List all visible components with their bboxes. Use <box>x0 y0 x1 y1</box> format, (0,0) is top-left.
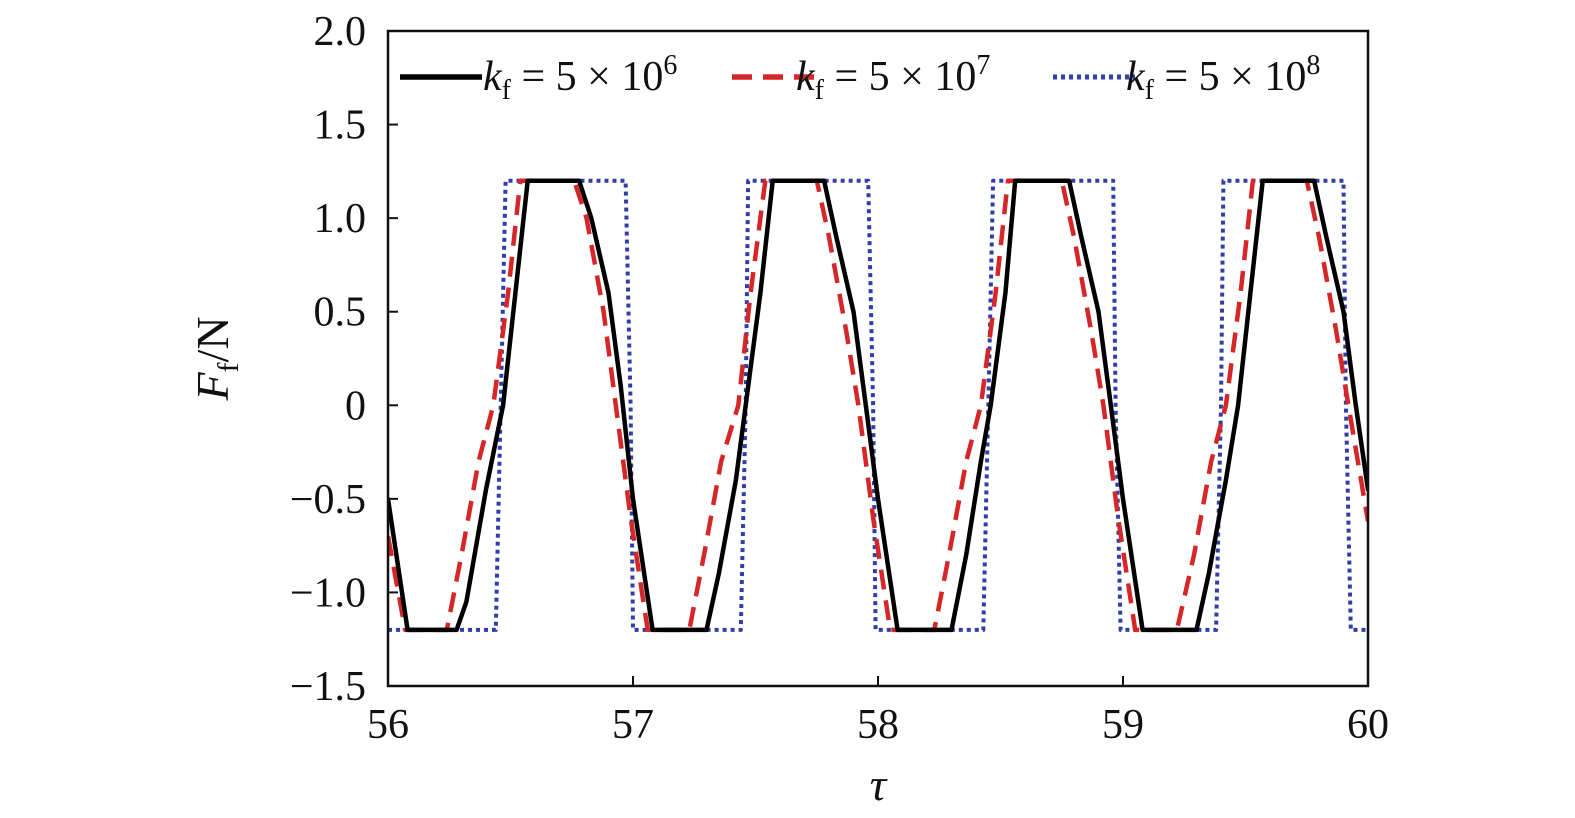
legend-label: kf = 5 × 107 <box>796 50 990 106</box>
series-line-dotted <box>388 178 1368 632</box>
y-tick-label: 0.5 <box>314 290 367 336</box>
series-line-dashed <box>388 178 1368 633</box>
legend-entry-dashed: kf = 5 × 107 <box>732 50 990 106</box>
y-axis-title: Ff/N <box>187 316 245 401</box>
ticks-layer: 56 57 58 59 60 −1.5 −1.0 −0.5 0 0.5 1.0 1.5 2.0 <box>290 9 1389 748</box>
x-tick-label: 57 <box>612 702 654 748</box>
legend-label: kf = 5 × 108 <box>1126 50 1320 106</box>
legend-label: kf = 5 × 106 <box>483 50 677 106</box>
legend-entry-solid: kf = 5 × 106 <box>400 50 677 106</box>
y-axis-title-suffix: /N <box>187 316 238 362</box>
y-tick-label: −1.0 <box>290 570 366 616</box>
x-tick-label: 56 <box>367 702 409 748</box>
y-tick-label: 2.0 <box>314 9 367 55</box>
legend-entry-dotted: kf = 5 × 108 <box>1053 50 1320 106</box>
y-tick-label: −0.5 <box>290 477 366 523</box>
y-axis-title-sub: f <box>212 362 245 372</box>
series-line-solid <box>388 178 1368 633</box>
x-tick-label: 60 <box>1347 702 1389 748</box>
x-tick-label: 59 <box>1102 702 1144 748</box>
y-tick-label: −1.5 <box>290 664 366 710</box>
legend: kf = 5 × 106 kf = 5 × 107 kf = 5 × 108 <box>400 50 1320 106</box>
series-layer <box>388 178 1368 633</box>
x-tick-label: 58 <box>857 702 899 748</box>
y-tick-label: 1.0 <box>314 196 367 242</box>
y-tick-label: 1.5 <box>314 103 367 149</box>
y-tick-label: 0 <box>345 383 366 429</box>
y-axis-title-main: F <box>187 372 238 402</box>
x-axis-title: τ <box>870 759 888 810</box>
